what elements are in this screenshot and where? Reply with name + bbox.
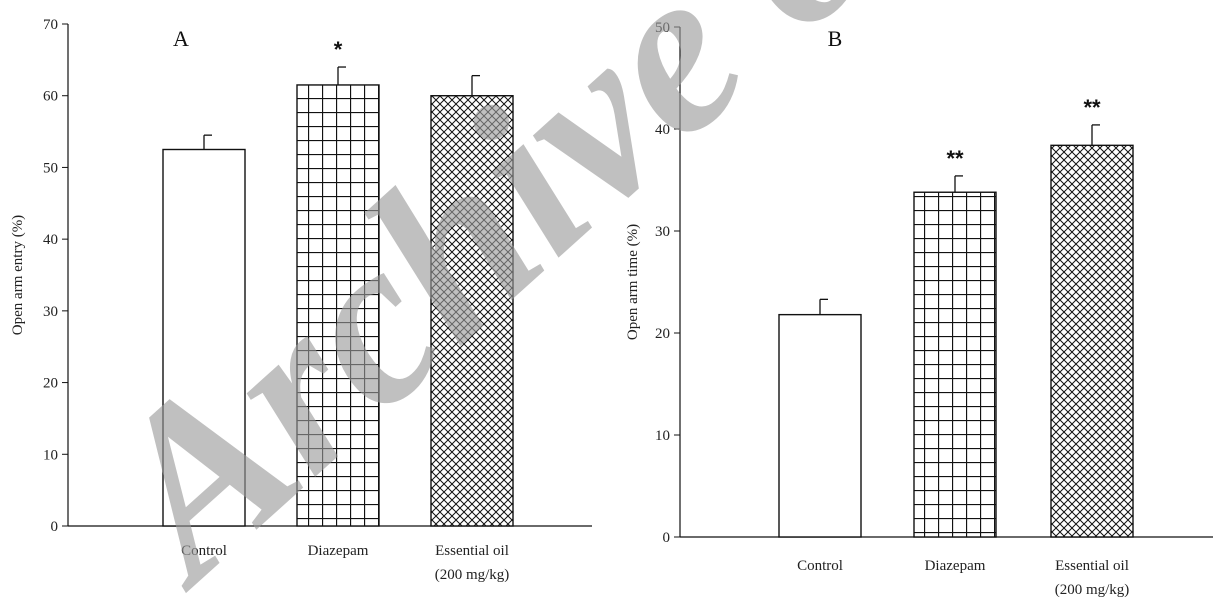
y-tick-label: 20 — [43, 376, 58, 392]
y-tick-label: 0 — [51, 519, 59, 535]
y-axis-label: Open arm time (%) — [625, 224, 641, 340]
bar-diazepam — [913, 191, 997, 538]
bar-diazepam — [296, 84, 380, 527]
y-axis-label: Open arm entry (%) — [10, 215, 26, 335]
y-tick-label: 0 — [663, 530, 671, 546]
y-tick-label: 20 — [655, 326, 670, 342]
y-tick-label: 60 — [43, 89, 58, 105]
significance-marker: * — [334, 37, 343, 62]
bar-essential-oil — [1050, 144, 1134, 538]
bar-essential-oil — [430, 95, 514, 527]
panel-b-chart: 0 10 20 30 40 50 Open arm time (%) B Control ** Di… — [625, 20, 1213, 598]
x-category-label: (200 mg/kg) — [1055, 582, 1130, 598]
x-category-label: Control — [181, 543, 227, 559]
y-tick-label: 50 — [655, 20, 670, 36]
y-tick-label: 70 — [43, 17, 58, 33]
bar-control — [778, 313, 862, 538]
y-tick-label: 10 — [655, 428, 670, 444]
x-category-label: (200 mg/kg) — [435, 567, 510, 583]
bar-control — [162, 148, 246, 527]
y-tick-label: 30 — [43, 304, 58, 320]
significance-marker: ** — [1083, 95, 1101, 120]
y-tick-label: 40 — [43, 232, 58, 248]
panel-a-chart: 0 10 20 30 40 50 60 70 Open arm entry (%) A Contro… — [10, 17, 592, 583]
y-tick-label: 40 — [655, 122, 670, 138]
x-category-label: Control — [797, 558, 843, 574]
panel-label: B — [828, 26, 843, 51]
x-category-label: Essential oil — [435, 543, 509, 559]
y-tick-label: 50 — [43, 160, 58, 176]
x-category-label: Essential oil — [1055, 558, 1129, 574]
y-tick-label: 30 — [655, 224, 670, 240]
x-category-label: Diazepam — [925, 558, 986, 574]
y-tick-label: 10 — [43, 447, 58, 463]
panel-label: A — [173, 26, 189, 51]
x-category-label: Diazepam — [308, 543, 369, 559]
significance-marker: ** — [946, 146, 964, 171]
